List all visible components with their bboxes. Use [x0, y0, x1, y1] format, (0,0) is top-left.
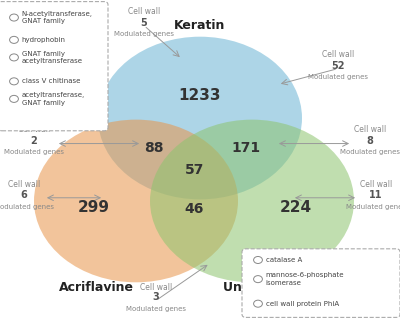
- Text: Keratin: Keratin: [174, 19, 226, 32]
- Text: 88: 88: [144, 141, 164, 155]
- Text: Modulated genes: Modulated genes: [308, 74, 368, 80]
- Circle shape: [10, 36, 18, 43]
- Text: 11: 11: [369, 190, 383, 200]
- Text: 6: 6: [21, 190, 27, 200]
- Text: Cell wall: Cell wall: [322, 50, 354, 59]
- Circle shape: [34, 120, 238, 282]
- Text: acetyltransferase,
GNAT family: acetyltransferase, GNAT family: [22, 92, 85, 106]
- Text: Modulated genes: Modulated genes: [346, 204, 400, 210]
- Text: Undecanoic acid: Undecanoic acid: [223, 281, 337, 293]
- Circle shape: [254, 300, 262, 307]
- Circle shape: [254, 256, 262, 263]
- Circle shape: [254, 276, 262, 283]
- Text: Modulated genes: Modulated genes: [0, 204, 54, 210]
- Text: Cell wall: Cell wall: [8, 180, 40, 189]
- Text: 57: 57: [185, 163, 204, 177]
- Text: class V chitinase: class V chitinase: [22, 78, 80, 84]
- Circle shape: [150, 120, 354, 282]
- Text: 5: 5: [141, 18, 147, 27]
- Text: mannose-6-phosphate
isomerase: mannose-6-phosphate isomerase: [266, 272, 344, 286]
- Text: 8: 8: [366, 136, 374, 145]
- Circle shape: [10, 78, 18, 85]
- Text: Cell wall: Cell wall: [128, 7, 160, 16]
- Text: 1233: 1233: [179, 88, 221, 103]
- FancyBboxPatch shape: [242, 249, 400, 317]
- Text: hydrophobin: hydrophobin: [22, 37, 66, 43]
- Text: catalase A: catalase A: [266, 257, 302, 263]
- Circle shape: [10, 14, 18, 21]
- Text: Modulated genes: Modulated genes: [114, 31, 174, 37]
- Text: GNAT family
acetyltransferase: GNAT family acetyltransferase: [22, 51, 82, 64]
- Text: Modulated genes: Modulated genes: [4, 149, 64, 155]
- Text: 299: 299: [78, 200, 110, 215]
- Text: 46: 46: [184, 202, 204, 216]
- Text: N-acetyltransferase,
GNAT family: N-acetyltransferase, GNAT family: [22, 11, 92, 24]
- Circle shape: [10, 54, 18, 61]
- Text: cell wall protein PhiA: cell wall protein PhiA: [266, 301, 339, 307]
- Text: Cell wall: Cell wall: [140, 283, 172, 292]
- Text: Acriflavine: Acriflavine: [58, 281, 134, 293]
- Text: 3: 3: [153, 293, 159, 302]
- Text: Modulated genes: Modulated genes: [126, 306, 186, 312]
- Text: 52: 52: [331, 61, 345, 70]
- Text: Cell wall: Cell wall: [360, 180, 392, 189]
- FancyBboxPatch shape: [0, 2, 108, 131]
- Text: Modulated genes: Modulated genes: [340, 149, 400, 155]
- Text: 224: 224: [280, 200, 312, 215]
- Circle shape: [10, 95, 18, 102]
- Text: Cell wall: Cell wall: [354, 125, 386, 134]
- Text: 171: 171: [232, 141, 260, 155]
- Circle shape: [98, 37, 302, 199]
- Text: 2: 2: [31, 136, 37, 145]
- Text: Cell wall: Cell wall: [18, 125, 50, 134]
